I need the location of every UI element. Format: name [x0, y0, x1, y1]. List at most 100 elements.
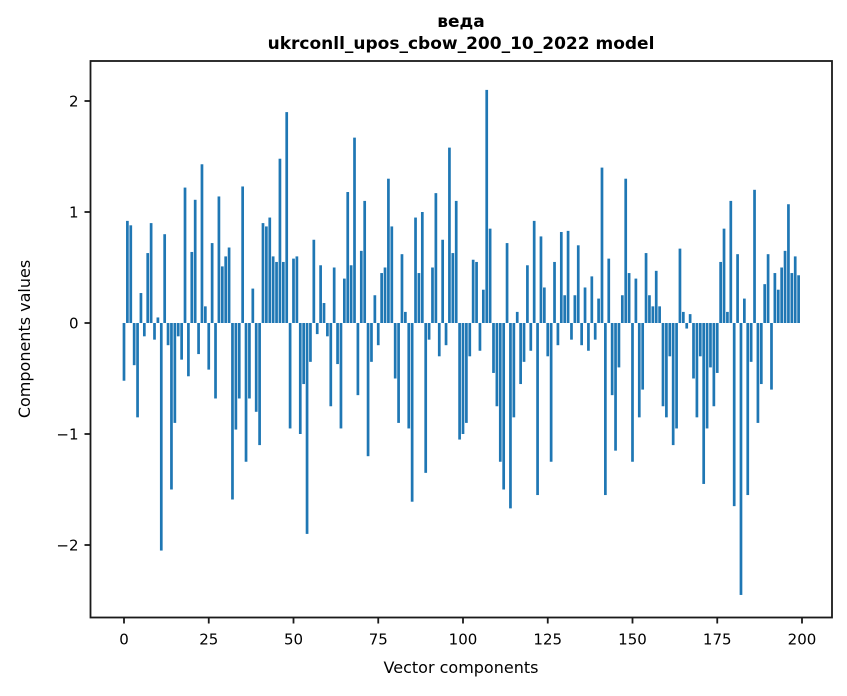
bar-component-154: [644, 253, 648, 323]
bar-component-127: [553, 261, 556, 323]
bar-component-28: [217, 196, 221, 323]
bar-component-175: [715, 323, 719, 373]
bar-component-103: [471, 259, 475, 323]
bar-component-25: [207, 323, 211, 370]
bar-component-155: [648, 295, 651, 323]
bar-component-124: [543, 287, 546, 323]
bar-component-170: [698, 323, 702, 357]
bar-component-135: [580, 323, 583, 346]
bar-component-80: [393, 323, 397, 379]
bar-component-75: [376, 323, 380, 346]
bar-component-128: [556, 323, 560, 346]
bar-component-47: [281, 261, 285, 323]
bar-component-167: [688, 314, 692, 323]
bar-component-8: [149, 223, 153, 323]
bar-component-126: [549, 323, 553, 462]
bar-component-33: [234, 323, 238, 430]
bar-component-144: [610, 323, 614, 396]
bar-component-20: [190, 251, 194, 323]
bar-component-123: [539, 236, 543, 323]
bar-component-163: [675, 323, 678, 429]
bar-component-26: [210, 243, 214, 323]
bar-component-61: [329, 323, 333, 407]
bar-component-64: [339, 323, 343, 429]
bar-component-111: [498, 323, 502, 462]
bar-component-84: [407, 323, 411, 429]
bar-component-178: [726, 311, 729, 323]
bar-component-188: [759, 323, 763, 385]
bar-component-56: [312, 239, 316, 323]
bar-component-171: [702, 323, 706, 484]
bar-component-162: [671, 323, 675, 446]
bar-component-82: [400, 254, 404, 323]
bar-component-192: [773, 273, 777, 323]
bar-component-97: [451, 253, 455, 323]
bar-component-143: [607, 258, 611, 323]
bars-group: [122, 89, 800, 595]
bar-component-102: [468, 323, 472, 357]
bar-component-78: [387, 178, 390, 323]
bar-component-187: [756, 323, 760, 423]
bar-component-191: [770, 323, 773, 390]
bar-component-59: [322, 303, 326, 323]
bar-component-44: [271, 256, 275, 323]
bar-component-43: [268, 217, 272, 323]
bar-component-145: [614, 323, 617, 451]
bar-component-17: [180, 323, 183, 360]
bar-component-1: [126, 220, 129, 323]
bar-component-31: [227, 247, 231, 323]
bar-component-65: [342, 278, 346, 323]
bar-component-107: [485, 89, 489, 324]
bar-component-100: [461, 323, 465, 434]
bar-component-37: [248, 323, 251, 399]
bar-component-54: [305, 323, 309, 534]
bar-component-94: [441, 239, 445, 323]
bar-component-50: [292, 258, 295, 323]
bar-component-118: [522, 323, 526, 362]
tick-marks-group: [84, 100, 803, 624]
y-tick-label--1: −1: [56, 426, 78, 444]
x-tick-label-25: 25: [199, 631, 218, 649]
bar-component-4: [136, 323, 139, 418]
bar-component-60: [326, 323, 329, 337]
y-tick-label-1: 1: [69, 204, 79, 222]
bar-component-34: [237, 323, 241, 399]
axes-group: [89, 60, 833, 619]
y-tick-label-0: 0: [69, 315, 79, 333]
x-tick-label-50: 50: [284, 631, 303, 649]
bar-component-129: [559, 231, 563, 323]
bar-component-183: [743, 298, 746, 323]
bar-component-30: [224, 256, 228, 323]
bar-component-41: [261, 223, 265, 323]
bar-component-2: [129, 225, 133, 323]
bar-component-186: [753, 189, 756, 323]
x-tick-label-100: 100: [449, 631, 478, 649]
bar-component-6: [142, 323, 146, 337]
bar-component-120: [529, 323, 533, 351]
bar-component-72: [366, 323, 370, 457]
bar-component-32: [231, 323, 234, 500]
x-tick-label-150: 150: [618, 631, 647, 649]
bar-component-42: [265, 226, 268, 323]
bar-component-176: [719, 261, 722, 323]
bar-component-165: [681, 311, 685, 323]
bar-component-168: [692, 323, 695, 379]
bar-component-194: [780, 267, 784, 323]
bar-component-38: [251, 288, 255, 323]
bar-component-76: [380, 273, 383, 323]
bar-component-150: [631, 323, 634, 462]
bar-component-136: [583, 287, 587, 323]
bar-component-87: [417, 273, 421, 323]
y-tick-label--2: −2: [56, 537, 78, 555]
bar-component-195: [783, 250, 787, 323]
bar-component-117: [519, 323, 522, 385]
bar-component-77: [383, 267, 387, 323]
bar-component-116: [515, 311, 519, 323]
bar-component-142: [604, 323, 607, 496]
bar-component-96: [448, 147, 451, 323]
axes-spines: [89, 60, 833, 619]
bar-component-35: [241, 186, 244, 323]
bar-component-159: [661, 323, 665, 407]
bar-component-88: [420, 212, 424, 323]
x-tick-label-125: 125: [533, 631, 562, 649]
